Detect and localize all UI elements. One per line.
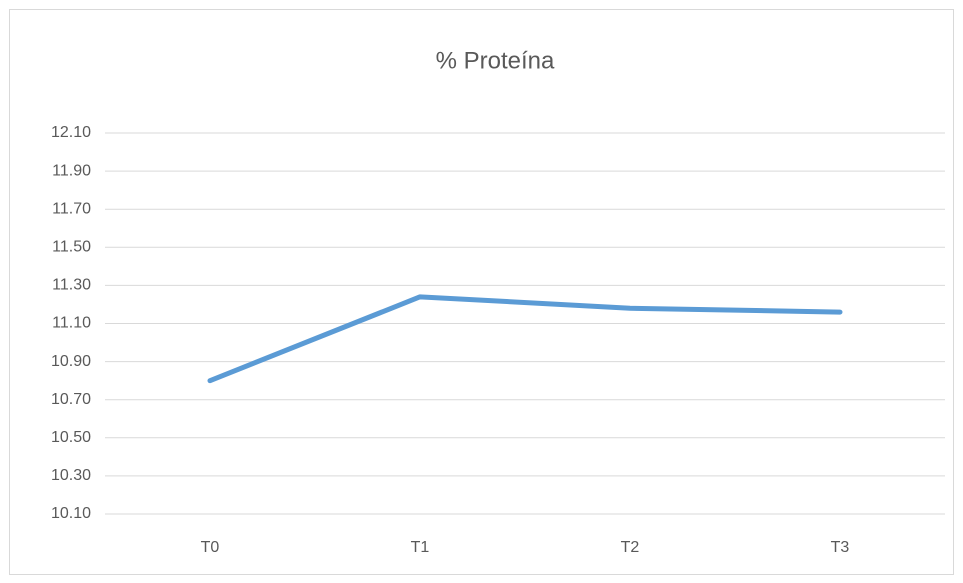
y-tick-label: 10.10 bbox=[51, 505, 91, 522]
y-tick-label: 10.90 bbox=[51, 353, 91, 370]
x-tick-label: T0 bbox=[201, 539, 220, 556]
chart-border bbox=[9, 9, 954, 575]
y-tick-label: 10.50 bbox=[51, 429, 91, 446]
y-tick-label: 10.70 bbox=[51, 391, 91, 408]
y-tick-label: 12.10 bbox=[51, 124, 91, 141]
y-tick-label: 11.30 bbox=[52, 277, 91, 294]
y-tick-label: 10.30 bbox=[51, 467, 91, 484]
y-tick-label: 11.90 bbox=[52, 162, 91, 179]
y-tick-label: 11.70 bbox=[52, 200, 91, 217]
chart-title: % Proteína bbox=[436, 47, 555, 74]
y-tick-label: 11.50 bbox=[52, 239, 91, 256]
y-tick-label: 11.10 bbox=[52, 315, 91, 332]
x-tick-label: T1 bbox=[411, 539, 430, 556]
x-tick-label: T2 bbox=[621, 539, 640, 556]
x-tick-label: T3 bbox=[831, 539, 850, 556]
data-line bbox=[207, 294, 843, 384]
